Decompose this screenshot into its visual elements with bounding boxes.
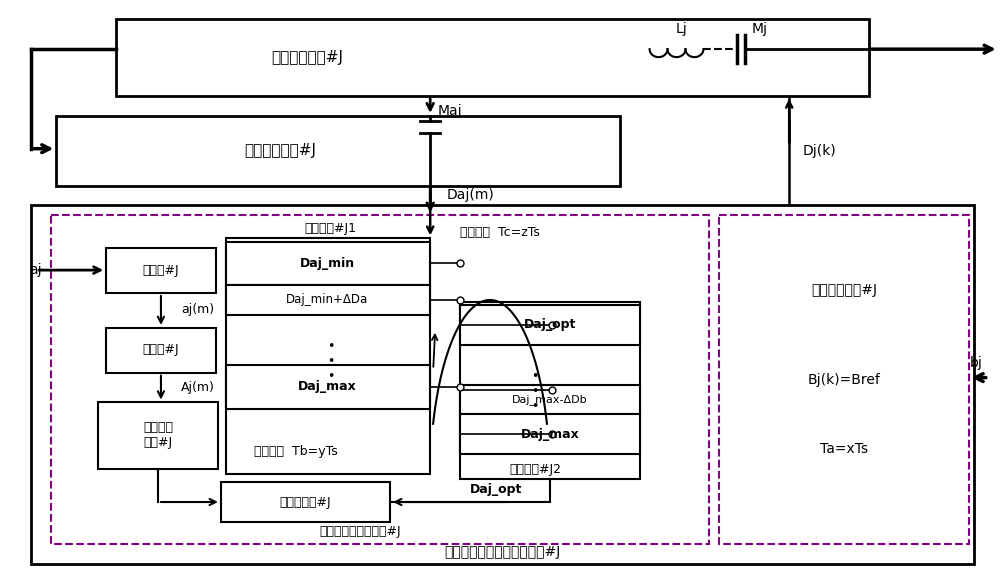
Bar xyxy=(51,215,709,544)
Text: aj(m): aj(m) xyxy=(181,303,214,316)
Text: 单环子控制器#J: 单环子控制器#J xyxy=(811,283,877,297)
Text: 最高效率工作点定位控制器#J: 最高效率工作点定位控制器#J xyxy=(444,544,560,559)
Text: Daj_max: Daj_max xyxy=(520,428,579,441)
Text: •
•
•: • • • xyxy=(531,370,539,413)
Bar xyxy=(31,205,974,564)
Text: 最小值判
断器#J: 最小值判 断器#J xyxy=(143,422,173,449)
Bar xyxy=(98,402,218,469)
Text: Aj(m): Aj(m) xyxy=(181,381,215,394)
Text: Ta=xTs: Ta=xTs xyxy=(820,442,868,456)
Bar xyxy=(226,242,430,285)
Text: Daj_min+ΔDa: Daj_min+ΔDa xyxy=(286,293,369,306)
Bar xyxy=(719,215,969,544)
Text: •
•
•: • • • xyxy=(327,340,334,383)
Text: Bj(k)=Bref: Bj(k)=Bref xyxy=(808,373,880,386)
Text: Daj_max: Daj_max xyxy=(298,380,357,393)
Bar xyxy=(460,415,640,455)
Text: 开关电感支路#J: 开关电感支路#J xyxy=(272,49,344,65)
Bar xyxy=(56,116,620,186)
Text: 扫描定位  Tb=yTs: 扫描定位 Tb=yTs xyxy=(254,445,337,457)
Bar xyxy=(460,305,640,345)
Text: Daj_opt: Daj_opt xyxy=(470,483,522,496)
Text: Daj_min: Daj_min xyxy=(300,256,355,270)
Bar xyxy=(460,302,640,479)
Text: Daj(m): Daj(m) xyxy=(446,189,494,202)
Text: Maj: Maj xyxy=(438,104,462,118)
Text: 回归定位  Tc=zTs: 回归定位 Tc=zTs xyxy=(460,226,540,239)
Text: 数据堆栈#J2: 数据堆栈#J2 xyxy=(509,463,561,476)
Text: 采样器#J: 采样器#J xyxy=(143,263,179,276)
Text: aj: aj xyxy=(29,263,42,277)
Bar xyxy=(106,248,216,293)
Text: Daj_opt: Daj_opt xyxy=(524,318,576,332)
Bar xyxy=(226,238,430,474)
Bar xyxy=(460,385,640,415)
Bar xyxy=(226,285,430,315)
Text: Lj: Lj xyxy=(676,22,687,36)
Text: Daj_max-ΔDb: Daj_max-ΔDb xyxy=(512,394,588,405)
Text: Mj: Mj xyxy=(751,22,767,36)
Bar xyxy=(116,19,869,96)
Bar xyxy=(226,365,430,409)
Text: 单管储能支路#J: 单管储能支路#J xyxy=(245,143,317,158)
Text: 数据堆栈#J1: 数据堆栈#J1 xyxy=(304,222,356,235)
Text: Dj(k): Dj(k) xyxy=(802,143,836,158)
Bar xyxy=(106,328,216,373)
Text: 工作点定位子控制器#J: 工作点定位子控制器#J xyxy=(320,525,401,539)
Text: bj: bj xyxy=(970,356,983,370)
Bar xyxy=(221,482,390,522)
Text: 数据锁存器#J: 数据锁存器#J xyxy=(280,496,331,509)
Text: 平均器#J: 平均器#J xyxy=(143,343,179,356)
